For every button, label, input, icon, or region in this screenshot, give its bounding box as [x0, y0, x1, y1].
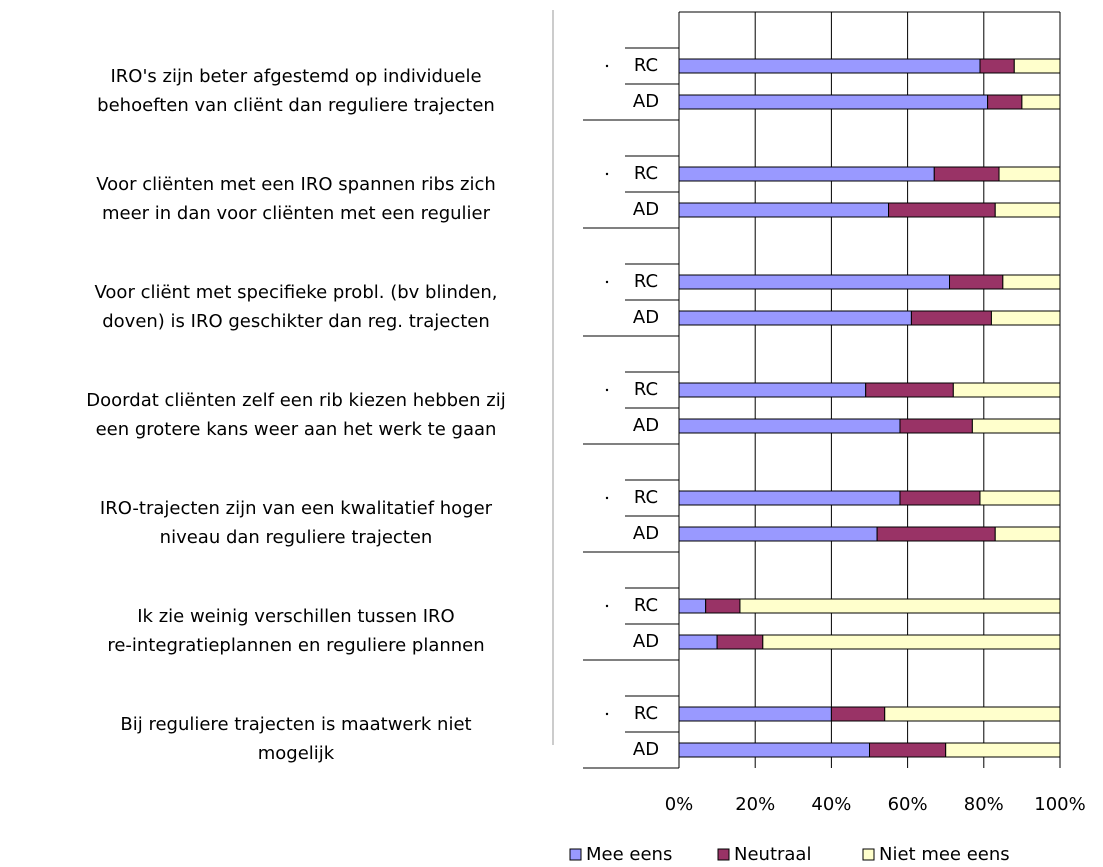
bar-segment: [869, 742, 947, 758]
bar-segment: [865, 382, 954, 398]
bullet: [605, 388, 609, 392]
group-label: een grotere kans weer aan het werk te ga…: [96, 419, 497, 440]
bar-segment: [1021, 94, 1061, 110]
category-label: RC: [634, 271, 658, 292]
bar-segment: [678, 274, 951, 290]
category-label: AD: [633, 199, 659, 220]
group-label: Ik zie weinig verschillen tussen IRO: [137, 606, 454, 627]
legend-label: Mee eens: [586, 844, 672, 865]
category-label: RC: [634, 487, 658, 508]
bar-segment: [1002, 274, 1061, 290]
bar-segment: [979, 58, 1015, 74]
group-label: Doordat cliënten zelf een rib kiezen heb…: [86, 390, 505, 411]
bullet: [605, 712, 609, 716]
category-label: RC: [634, 595, 658, 616]
bar-segment: [952, 382, 1061, 398]
bar-segment: [678, 742, 870, 758]
x-tick-label: 20%: [735, 794, 775, 815]
group-label: Voor cliënt met specifieke probl. (bv bl…: [95, 282, 498, 303]
category-label: AD: [633, 415, 659, 436]
bar-segment: [678, 58, 981, 74]
group-label: behoeften van cliënt dan reguliere traje…: [97, 95, 495, 116]
x-tick-label: 60%: [888, 794, 928, 815]
legend-label: Neutraal: [734, 844, 811, 865]
bar-segment: [762, 634, 1061, 650]
legend-swatch: [569, 848, 582, 861]
bar-segment: [933, 166, 1000, 182]
group-label: IRO-trajecten zijn van een kwalitatief h…: [100, 498, 493, 519]
bar-segment: [899, 418, 973, 434]
x-tick-label: 80%: [964, 794, 1004, 815]
category-label: AD: [633, 307, 659, 328]
category-label: RC: [634, 379, 658, 400]
category-label: RC: [634, 703, 658, 724]
x-tick-label: 0%: [665, 794, 694, 815]
bar-segment: [678, 94, 989, 110]
bar-segment: [945, 742, 1061, 758]
group-label: niveau dan reguliere trajecten: [160, 527, 433, 548]
group-label: mogelijk: [258, 743, 335, 764]
group-label: Bij reguliere trajecten is maatwerk niet: [120, 714, 471, 735]
group-label: IRO's zijn beter afgestemd op individuel…: [110, 66, 481, 87]
bar-segment: [705, 598, 741, 614]
bar-segment: [994, 202, 1061, 218]
bar-segment: [899, 490, 981, 506]
bar-segment: [678, 526, 878, 542]
bar-segment: [998, 166, 1061, 182]
category-label: RC: [634, 163, 658, 184]
legend-swatch: [862, 848, 875, 861]
bullet: [605, 604, 609, 608]
bar-segment: [888, 202, 996, 218]
bar-segment: [910, 310, 992, 326]
bullet: [605, 64, 609, 68]
bullet: [605, 280, 609, 284]
bar-segment: [884, 706, 1061, 722]
bar-segment: [716, 634, 764, 650]
bar-segment: [990, 310, 1061, 326]
bar-segment: [830, 706, 886, 722]
legend-swatch: [717, 848, 730, 861]
bar-segment: [678, 634, 718, 650]
x-tick-label: 40%: [811, 794, 851, 815]
group-label: meer in dan voor cliënten met een reguli…: [102, 203, 491, 224]
bar-segment: [678, 418, 901, 434]
category-label: RC: [634, 55, 658, 76]
bar-segment: [678, 490, 901, 506]
bar-segment: [678, 166, 935, 182]
bar-segment: [678, 310, 912, 326]
bar-segment: [876, 526, 996, 542]
bar-segment: [1013, 58, 1061, 74]
category-label: AD: [633, 631, 659, 652]
x-tick-label: 100%: [1034, 794, 1085, 815]
bar-segment: [994, 526, 1061, 542]
bar-segment: [979, 490, 1061, 506]
category-label: AD: [633, 739, 659, 760]
category-label: AD: [633, 523, 659, 544]
bar-segment: [739, 598, 1061, 614]
bullet: [605, 172, 609, 176]
legend-label: Niet mee eens: [879, 844, 1010, 865]
group-label: Voor cliënten met een IRO spannen ribs z…: [96, 174, 496, 195]
bar-segment: [678, 598, 707, 614]
bar-segment: [678, 706, 832, 722]
bar-segment: [971, 418, 1061, 434]
bar-segment: [987, 94, 1023, 110]
bar-segment: [678, 382, 867, 398]
bar-segment: [678, 202, 890, 218]
category-label: AD: [633, 91, 659, 112]
group-label: doven) is IRO geschikter dan reg. trajec…: [102, 311, 490, 332]
group-label: re-integratieplannen en reguliere planne…: [107, 635, 484, 656]
bullet: [605, 496, 609, 500]
bar-segment: [949, 274, 1004, 290]
